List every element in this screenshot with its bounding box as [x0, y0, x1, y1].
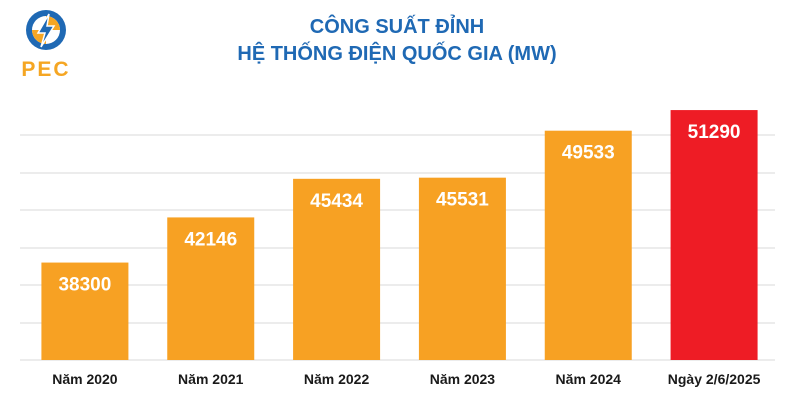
x-tick-label-6: Ngày 2/6/2025	[668, 371, 761, 387]
chart-title-line-1: CÔNG SUẤT ĐỈNH	[309, 16, 485, 38]
bar-3	[293, 178, 381, 360]
x-tick-label-1: Năm 2020	[52, 371, 118, 387]
pec-logo: PEC	[8, 6, 84, 81]
data-label-4: 45531	[436, 190, 489, 211]
x-tick-label-5: Năm 2024	[556, 371, 622, 387]
x-tick-label-4: Năm 2023	[430, 371, 496, 387]
chart-title-line-2: HỆ THỐNG ĐIỆN QUỐC GIA (MW)	[237, 43, 557, 65]
lightning-sun-icon	[26, 10, 66, 50]
data-label-3: 45434	[310, 191, 363, 212]
bar-5	[544, 130, 632, 360]
x-tick-label-3: Năm 2022	[304, 371, 370, 387]
x-tick-label-2: Năm 2021	[178, 371, 244, 387]
bar-1	[41, 262, 129, 360]
bar-6	[670, 110, 758, 360]
chart-title: CÔNG SUẤT ĐỈNH HỆ THỐNG ĐIỆN QUỐC GIA (M…	[0, 14, 794, 68]
data-label-5: 49533	[562, 143, 615, 164]
data-label-2: 42146	[184, 229, 237, 250]
data-label-1: 38300	[58, 275, 111, 296]
bar-4	[418, 177, 506, 360]
data-label-6: 51290	[688, 122, 741, 143]
logo-text: PEC	[21, 58, 71, 81]
bar-2	[167, 217, 255, 360]
